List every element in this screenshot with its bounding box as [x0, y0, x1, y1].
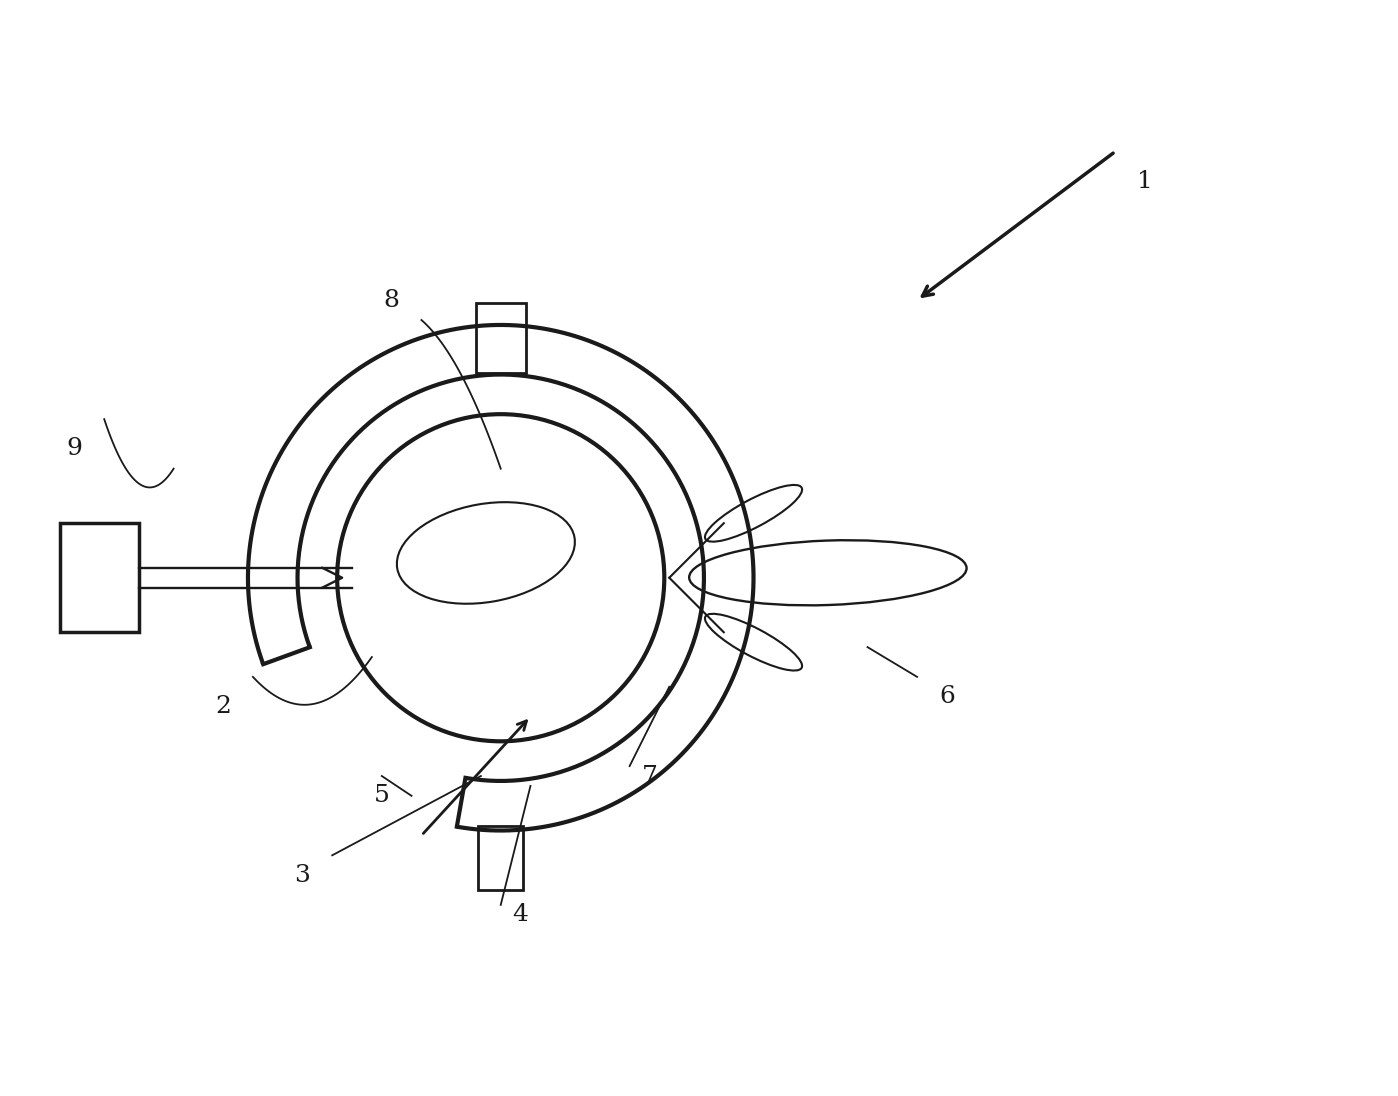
Bar: [475, 304, 526, 373]
Text: 1: 1: [1137, 170, 1153, 193]
Text: 3: 3: [295, 864, 310, 887]
Bar: [60, 523, 138, 632]
Text: 6: 6: [939, 685, 955, 708]
Text: 8: 8: [384, 288, 400, 311]
Text: 2: 2: [215, 695, 231, 718]
Text: 5: 5: [373, 785, 390, 808]
Text: 9: 9: [67, 437, 82, 460]
Text: 7: 7: [642, 765, 657, 788]
Text: 4: 4: [513, 903, 528, 926]
Bar: [478, 825, 523, 890]
